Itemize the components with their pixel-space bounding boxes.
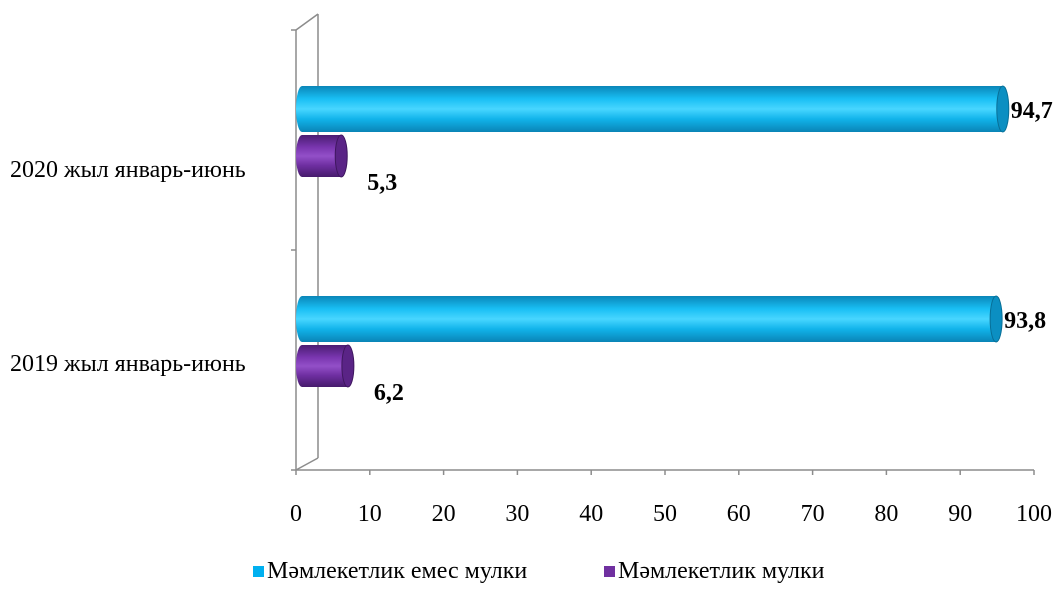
bar-body: [296, 345, 354, 387]
bar: [296, 295, 1003, 343]
x-tick-label: 60: [727, 501, 751, 527]
x-tick-label: 70: [801, 501, 825, 527]
bar-cap: [989, 295, 1003, 343]
x-tick-label: 80: [874, 501, 898, 527]
data-label: 6,2: [374, 380, 404, 406]
wall-top-edge: [295, 13, 319, 31]
x-tick-label: 40: [579, 501, 603, 527]
wall-bottom-edge: [295, 457, 319, 471]
legend-label: Мәмлекетлик мулки: [618, 558, 825, 584]
x-tick-label: 20: [432, 501, 456, 527]
bars-layer: 94,7 5,3 93,8 6,2: [296, 85, 1053, 406]
legend-swatch: [253, 566, 264, 577]
data-label: 93,8: [1004, 308, 1046, 334]
bar-cap: [334, 134, 348, 178]
x-tick-label: 30: [505, 501, 529, 527]
category-labels: 2020 жыл январь-июнь 2019 жыл январь-июнь: [10, 157, 246, 377]
x-tick-label: 100: [1016, 501, 1052, 527]
bar-cap: [996, 85, 1010, 133]
bar-body: [296, 296, 1003, 342]
bar-body: [296, 86, 1009, 132]
bar-body: [296, 135, 348, 177]
bar: [296, 344, 355, 388]
legend: Мәмлекетлик емес мулки Мәмлекетлик мулки: [253, 558, 825, 584]
bar-cap: [341, 344, 355, 388]
x-tick-label: 50: [653, 501, 677, 527]
x-tick-labels: 0 10 20 30 40 50 60 70 80 90 100: [290, 470, 1052, 527]
bar: [296, 134, 348, 178]
x-tick-label: 0: [290, 501, 302, 527]
category-label: 2019 жыл январь-июнь: [10, 351, 246, 377]
legend-swatch: [604, 566, 615, 577]
data-label: 5,3: [367, 170, 397, 196]
bar: [296, 85, 1010, 133]
x-tick-label: 90: [948, 501, 972, 527]
data-label: 94,7: [1011, 98, 1053, 124]
category-label: 2020 жыл январь-июнь: [10, 157, 246, 183]
x-tick-label: 10: [358, 501, 382, 527]
legend-label: Мәмлекетлик емес мулки: [267, 558, 527, 584]
